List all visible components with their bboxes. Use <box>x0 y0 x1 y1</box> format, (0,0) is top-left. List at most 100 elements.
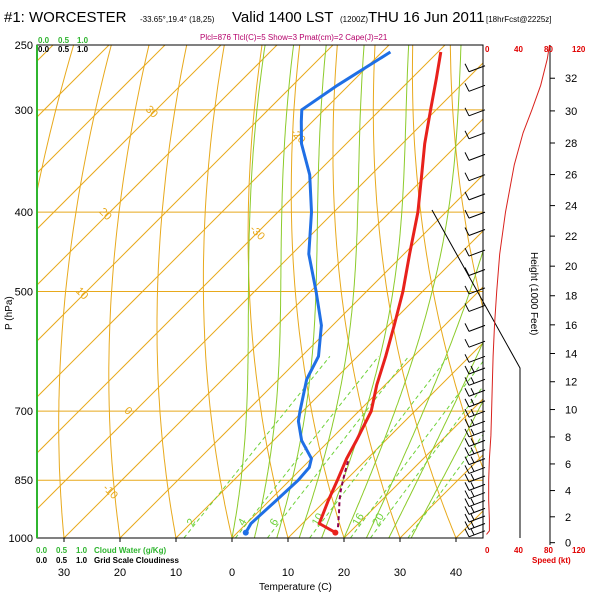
barb-staff <box>468 109 486 117</box>
speed-bottom-1: 40 <box>514 546 523 555</box>
wind-barb <box>464 83 486 92</box>
barb-staff <box>468 340 486 348</box>
pressure-tick-1000: 1000 <box>9 533 33 545</box>
cloud-bottom-2: 1.0 <box>76 546 88 555</box>
isotherm-label-2: 10 <box>73 285 90 302</box>
barb-staff <box>468 475 486 483</box>
barb-flag <box>464 473 470 483</box>
wind-barb <box>464 418 486 428</box>
height-tick-2: 2 <box>565 512 571 524</box>
barb-staff <box>468 153 486 161</box>
wind-barbs <box>431 63 521 538</box>
temp-tick-0: 30 <box>58 567 70 579</box>
wind-barb <box>464 447 486 457</box>
pressure-tick-300: 300 <box>15 105 33 117</box>
dry-adiabat-7 <box>332 45 401 538</box>
barb-staff <box>468 530 486 538</box>
cloud-top2-2: 1.0 <box>77 45 89 54</box>
isotherm-label-1: 20 <box>97 206 114 223</box>
pressure-tick-400: 400 <box>15 207 33 219</box>
wind-barb <box>464 130 486 140</box>
speed-top-0: 0 <box>485 45 490 54</box>
barb-staff <box>468 65 486 73</box>
mixing-ratio-16 <box>350 360 483 538</box>
barb-staff <box>468 500 486 507</box>
barb-staff <box>468 269 486 276</box>
barb-flag <box>464 447 470 456</box>
barb-flag-2 <box>470 506 475 513</box>
cloud-bottom-1: 0.5 <box>56 546 68 555</box>
height-tick-18: 18 <box>565 291 577 303</box>
dry-adiabat-1 <box>58 45 112 538</box>
moist-adiabat-5 <box>343 45 462 538</box>
barb-staff <box>468 466 486 474</box>
dry-adiabat-11 <box>487 0 600 555</box>
barb-staff <box>468 389 486 397</box>
barb-flag-2 <box>470 365 475 373</box>
cloud-bottom2-1: 0.5 <box>56 556 68 565</box>
cloud-top-0: 0.0 <box>38 36 50 45</box>
height-tick-0: 0 <box>565 538 571 550</box>
isotherm--20 <box>119 174 483 538</box>
isotherm--10 <box>175 230 483 538</box>
wind-barb <box>464 354 486 363</box>
barb-staff <box>468 410 486 418</box>
wind-barb <box>464 388 486 397</box>
dry-adiabat-10 <box>449 45 483 311</box>
barb-staff <box>468 324 486 332</box>
wind-barb <box>464 107 486 117</box>
barb-flag <box>464 490 470 499</box>
barb-flag-2 <box>470 398 475 406</box>
barb-flag <box>464 247 470 257</box>
dry-adiabat-0 <box>37 45 75 194</box>
barb-staff <box>468 378 486 386</box>
mixing-ratio-10 <box>309 355 449 538</box>
barb-flag-2 <box>470 498 475 505</box>
temp-tick-3: 0 <box>229 567 235 579</box>
height-tick-14: 14 <box>565 349 577 361</box>
speed-bottom-0: 0 <box>485 546 490 555</box>
barb-staff <box>468 367 486 375</box>
barb-flag-2 <box>470 482 475 489</box>
temp-tick-4: 10 <box>282 567 294 579</box>
mixing-ratio-4 <box>235 355 379 538</box>
height-tick-10: 10 <box>565 405 577 417</box>
isotherm-50 <box>512 45 600 538</box>
cloud-top2-1: 0.5 <box>58 45 70 54</box>
barb-flag-2 <box>470 388 475 395</box>
barb-flag-2 <box>470 513 475 521</box>
wind-barb <box>464 227 486 236</box>
moist-adiabat-8 <box>410 399 483 538</box>
wind-barb <box>464 191 486 201</box>
wind-barb <box>464 521 486 530</box>
dry-adiabat-6 <box>290 45 345 538</box>
moist-adiabat-7 <box>388 341 483 538</box>
title-date: THU 16 Jun 2011 <box>368 9 484 26</box>
barb-staff <box>468 249 486 257</box>
isotherm-30 <box>399 454 483 538</box>
barb-staff <box>468 229 486 236</box>
dry-adiabat-8 <box>372 45 457 538</box>
barb-flag-2 <box>470 408 475 416</box>
barb-flag-2 <box>470 528 475 536</box>
barb-flag <box>464 506 470 515</box>
wind-barb <box>464 338 486 348</box>
pressure-tick-500: 500 <box>15 287 33 299</box>
wind-barb <box>464 506 486 515</box>
barb-flag <box>464 438 470 447</box>
wind-barb <box>464 365 486 375</box>
barb-flag-2 <box>470 428 475 436</box>
wind-barb <box>464 482 486 491</box>
temp-tick-1: 20 <box>114 567 126 579</box>
wind-barb <box>464 172 486 182</box>
wind-barb <box>464 152 486 161</box>
barb-flag-2 <box>470 438 475 445</box>
barb-staff <box>468 449 486 457</box>
barb-flag <box>464 408 470 418</box>
cloud-bottom2-0: 0.0 <box>36 556 48 565</box>
wind-speed-profile <box>486 44 550 535</box>
height-cutoff-line <box>431 209 521 538</box>
barb-flag <box>464 482 470 491</box>
barb-staff <box>468 211 486 219</box>
